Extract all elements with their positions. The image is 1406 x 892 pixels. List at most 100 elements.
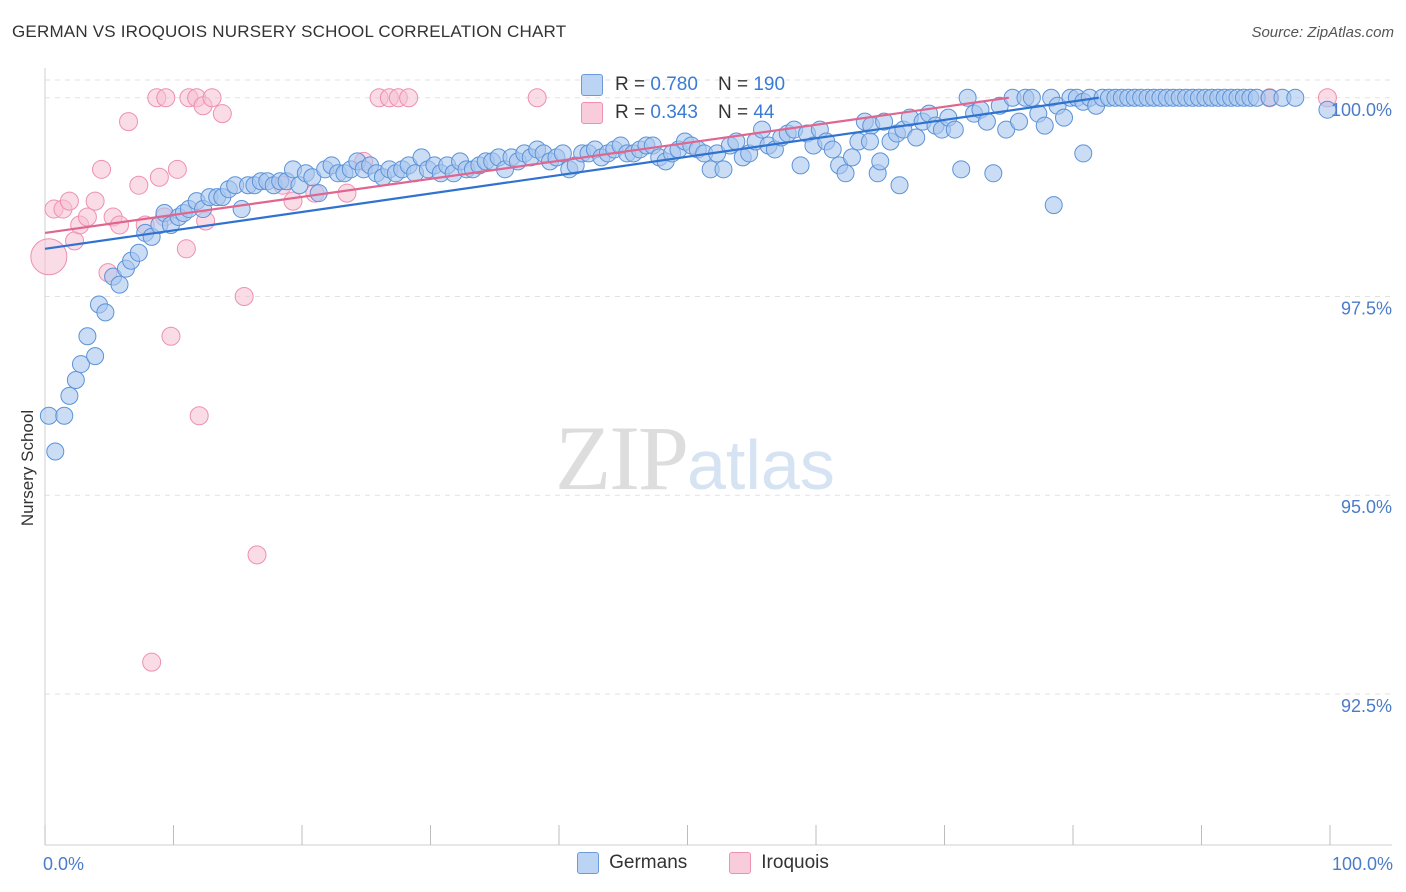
iroquois-r-value: 0.343 <box>650 102 698 123</box>
x-tick-label-min: 0.0% <box>43 854 84 874</box>
tick-label-layer: 100.0% 97.5% 95.0% 92.5% 0.0% 100.0% <box>43 100 1393 874</box>
german-point <box>842 148 861 167</box>
german-point <box>46 442 65 461</box>
iroquois-point <box>65 231 85 251</box>
iroquois-n-value: 44 <box>753 102 775 123</box>
legend-row-german: R = 0.780 N = 190 <box>563 72 785 98</box>
german-point <box>714 160 733 179</box>
y-axis-label: Nursery School <box>18 409 37 527</box>
watermark-zip: ZIP <box>555 407 689 509</box>
german-n-value: 190 <box>753 74 786 95</box>
y-tick-label: 100.0% <box>1331 100 1392 120</box>
chart-title: GERMAN VS IROQUOIS NURSERY SCHOOL CORREL… <box>12 22 567 41</box>
iroquois-points <box>30 88 1337 672</box>
german-point <box>55 406 74 425</box>
trend-layer <box>44 96 1099 250</box>
german-point <box>71 355 90 374</box>
iroquois-point <box>59 191 79 211</box>
german-point <box>990 96 1009 115</box>
german-point <box>1055 108 1074 127</box>
legend-item-iroquois[interactable]: Iroquois <box>729 852 829 874</box>
german-point <box>553 144 572 163</box>
iroquois-point <box>156 88 176 108</box>
german-point <box>1318 100 1337 119</box>
iroquois-point <box>527 88 547 108</box>
germans-legend-swatch <box>577 852 600 874</box>
german-point <box>232 200 251 219</box>
iroquois-point <box>30 238 68 276</box>
iroquois-r-label: R = <box>615 102 646 123</box>
iroquois-point <box>149 167 169 187</box>
iroquois-point <box>142 652 162 672</box>
iroquois-point <box>247 545 267 565</box>
german-point <box>66 370 85 389</box>
german-points <box>39 88 1337 461</box>
german-point <box>1044 196 1063 215</box>
german-swatch <box>581 74 603 96</box>
german-point <box>1286 88 1305 107</box>
german-point <box>1035 116 1054 135</box>
german-point <box>952 160 971 179</box>
iroquois-point <box>92 159 112 179</box>
iroquois-point <box>176 239 196 259</box>
german-point <box>39 406 58 425</box>
german-point <box>871 152 890 171</box>
y-tick-label: 92.5% <box>1341 696 1392 716</box>
legend-item-germans[interactable]: Germans <box>577 852 687 874</box>
german-r-value: 0.780 <box>650 74 698 95</box>
iroquois-swatch <box>581 102 603 124</box>
german-r-label: R = <box>615 74 646 95</box>
legend-row-iroquois: R = 0.343 N = 44 <box>563 100 774 126</box>
iroquois-point <box>337 183 357 203</box>
iroquois-n-label: N = <box>717 102 749 123</box>
german-point <box>303 168 322 187</box>
source-credit: Source: ZipAtlas.com <box>1251 24 1394 41</box>
y-tick-label: 95.0% <box>1341 497 1392 517</box>
iroquois-point <box>77 207 97 227</box>
iroquois-legend-swatch <box>729 852 752 874</box>
iroquois-point <box>85 191 105 211</box>
y-tick-label: 97.5% <box>1341 299 1392 319</box>
german-point <box>890 176 909 195</box>
iroquois-point <box>202 88 222 108</box>
iroquois-trend-line <box>44 96 1009 234</box>
german-point <box>791 156 810 175</box>
iroquois-point <box>167 159 187 179</box>
german-point <box>96 303 115 322</box>
german-point <box>78 327 97 346</box>
iroquois-point <box>283 191 303 211</box>
german-point <box>836 164 855 183</box>
iroquois-point <box>129 175 149 195</box>
german-point <box>984 164 1003 183</box>
german-trend-line <box>44 96 1099 250</box>
iroquois-point <box>212 104 232 124</box>
german-point <box>997 120 1016 139</box>
x-tick-label-max: 100.0% <box>1332 854 1393 874</box>
german-point <box>860 132 879 151</box>
german-point <box>129 243 148 262</box>
series-legend: Germans Iroquois <box>0 852 1406 874</box>
watermark: ZIPatlas <box>555 405 835 511</box>
iroquois-point <box>189 406 209 426</box>
german-point <box>907 128 926 147</box>
germans-legend-label: Germans <box>609 852 688 873</box>
german-point <box>60 386 79 405</box>
german-point <box>945 120 964 139</box>
german-point <box>1022 88 1041 107</box>
german-n-label: N = <box>717 74 749 95</box>
watermark-atlas: atlas <box>687 426 835 504</box>
german-point <box>86 347 105 366</box>
german-point <box>875 112 894 131</box>
german-point <box>110 275 129 294</box>
iroquois-point <box>234 287 254 307</box>
axis-layer <box>44 68 1392 846</box>
german-point <box>823 140 842 159</box>
german-point <box>1074 144 1093 163</box>
iroquois-point <box>399 88 419 108</box>
german-point <box>1010 112 1029 131</box>
stats-legend: R = 0.780 N = 190 R = 0.343 N = 44 <box>563 70 823 130</box>
iroquois-point <box>110 215 130 235</box>
iroquois-point <box>161 326 181 346</box>
iroquois-point <box>119 112 139 132</box>
